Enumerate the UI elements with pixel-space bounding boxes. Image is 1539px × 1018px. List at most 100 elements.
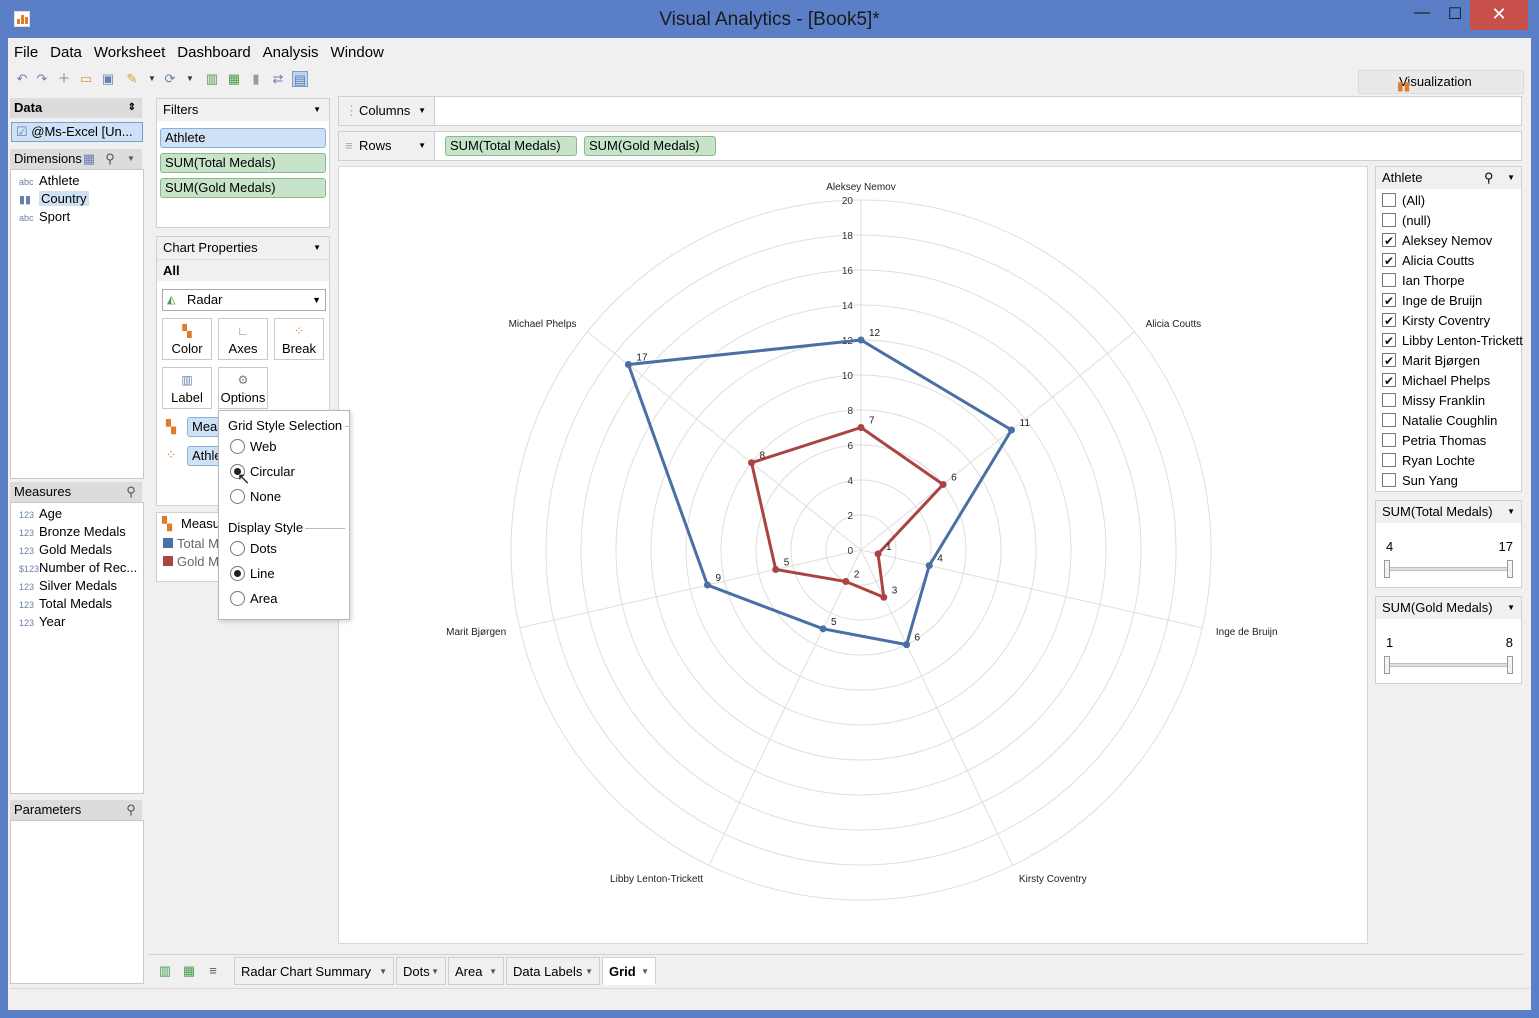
checkbox[interactable]	[1382, 453, 1396, 467]
break-encoding-pill[interactable]: Athle	[187, 446, 227, 466]
athlete-checkbox-item[interactable]: Marit Bjørgen	[1382, 351, 1532, 371]
tab-dropdown-icon[interactable]: ▼	[489, 967, 497, 976]
checkbox[interactable]	[1382, 393, 1396, 407]
total-medals-dropdown-icon[interactable]: ▼	[1507, 507, 1515, 516]
grid-circular-radio[interactable]: Circular	[230, 464, 295, 482]
checkbox[interactable]	[1382, 351, 1396, 371]
dimension-athlete[interactable]: abc Athlete	[19, 172, 79, 190]
checkbox[interactable]	[1382, 413, 1396, 427]
tab-radar-chart-summary[interactable]: Radar Chart Summary ▼	[234, 957, 394, 985]
rows-pill-gold-medals[interactable]: SUM(Gold Medals)	[584, 136, 716, 156]
menu-analysis[interactable]: Analysis	[262, 44, 319, 61]
axes-button[interactable]: ∟ Axes	[218, 318, 268, 360]
presentation-icon[interactable]: ▤	[292, 71, 308, 87]
filter-gold-medals[interactable]: SUM(Gold Medals)	[160, 178, 326, 198]
columns-shelf[interactable]: ⋮ Columns ▼	[338, 96, 1522, 126]
rows-pill-total-medals[interactable]: SUM(Total Medals)	[445, 136, 577, 156]
total-medals-max-handle[interactable]	[1507, 560, 1513, 578]
filter-total-medals[interactable]: SUM(Total Medals)	[160, 153, 326, 173]
tab-dropdown-icon[interactable]: ▼	[641, 967, 649, 976]
visualization-button[interactable]: ▮▮ Visualization	[1358, 70, 1524, 94]
total-medals-min-handle[interactable]	[1384, 560, 1390, 578]
redo-icon[interactable]: ↷	[36, 71, 48, 86]
athlete-checkbox-item[interactable]: Petria Thomas	[1382, 431, 1532, 451]
athlete-checkbox-item[interactable]: Ian Thorpe	[1382, 271, 1532, 291]
gold-medals-dropdown-icon[interactable]: ▼	[1507, 603, 1515, 612]
grid-web-radio[interactable]: Web	[230, 439, 277, 457]
table-icon[interactable]: ▦	[82, 151, 96, 166]
new-worksheet-tab-icon[interactable]: ▥	[158, 963, 172, 978]
rows-shelf[interactable]: ≡ Rows ▼ SUM(Total Medals) SUM(Gold Meda…	[338, 131, 1522, 161]
menu-window[interactable]: Window	[330, 44, 384, 61]
checkbox[interactable]	[1382, 331, 1396, 351]
measure-gold-medals[interactable]: 123 Gold Medals	[19, 541, 112, 559]
chart-properties-dropdown-icon[interactable]: ▼	[313, 243, 321, 252]
checkbox[interactable]	[1382, 193, 1396, 207]
break-button[interactable]: ⁘ Break	[274, 318, 324, 360]
columns-dropdown-icon[interactable]: ▼	[418, 106, 426, 115]
color-encoding-pill[interactable]: Meas	[187, 417, 227, 437]
dimension-sport[interactable]: abc Sport	[19, 208, 70, 226]
menu-dashboard[interactable]: Dashboard	[177, 44, 251, 61]
tab-dropdown-icon[interactable]: ▼	[431, 967, 439, 976]
display-area-radio[interactable]: Area	[230, 591, 277, 609]
undo-icon[interactable]: ↶	[16, 71, 28, 86]
athlete-checkbox-item[interactable]: (null)	[1382, 211, 1532, 231]
checkbox[interactable]	[1382, 311, 1396, 331]
dimension-country[interactable]: ▮▮ Country	[19, 190, 89, 208]
measure-number-of-records[interactable]: $123Number of Rec...	[19, 559, 137, 577]
athlete-checkbox-item[interactable]: Inge de Bruijn	[1382, 291, 1532, 311]
new-dashboard-icon[interactable]: ▦	[227, 71, 241, 86]
menu-worksheet[interactable]: Worksheet	[93, 44, 166, 61]
options-button[interactable]: ⚙ Options	[218, 367, 268, 409]
checkbox[interactable]	[1382, 213, 1396, 227]
filter-athlete[interactable]: Athlete	[160, 128, 326, 148]
measure-total-medals[interactable]: 123 Total Medals	[19, 595, 112, 613]
rows-dropdown-icon[interactable]: ▼	[418, 141, 426, 150]
checkbox[interactable]	[1382, 251, 1396, 271]
athlete-checkbox-item[interactable]: (All)	[1382, 191, 1532, 211]
athlete-checkbox-item[interactable]: Natalie Coughlin	[1382, 411, 1532, 431]
checkbox[interactable]	[1382, 273, 1396, 287]
new-dashboard-tab-icon[interactable]: ▦	[182, 963, 196, 978]
color-button[interactable]: ▚ Color	[162, 318, 212, 360]
athlete-checkbox-item[interactable]: Kirsty Coventry	[1382, 311, 1532, 331]
close-button[interactable]: ✕	[1470, 0, 1528, 30]
menu-file[interactable]: File	[14, 44, 39, 61]
open-icon[interactable]: ▭	[79, 71, 93, 86]
new-icon[interactable]: ＋	[57, 71, 71, 86]
athlete-checkbox-item[interactable]: Libby Lenton-Trickett	[1382, 331, 1532, 351]
clear-dropdown-icon[interactable]: ▼	[148, 74, 156, 83]
grid-none-radio[interactable]: None	[230, 489, 281, 507]
scope-all[interactable]: All	[157, 259, 329, 281]
checkbox[interactable]	[1382, 433, 1396, 447]
data-panel-sort-icon[interactable]: ⇕	[127, 102, 136, 113]
checkbox[interactable]	[1382, 473, 1396, 487]
checkbox[interactable]	[1382, 231, 1396, 251]
gold-medals-slider-track[interactable]	[1386, 663, 1512, 667]
measure-year[interactable]: 123 Year	[19, 613, 65, 631]
data-source[interactable]: ☑ @Ms-Excel [Un...	[11, 122, 143, 142]
chart-icon[interactable]: ▮	[252, 71, 260, 86]
checkbox[interactable]	[1382, 291, 1396, 311]
display-dots-radio[interactable]: Dots	[230, 541, 277, 559]
save-icon[interactable]: ▣	[101, 71, 115, 86]
tab-dropdown-icon[interactable]: ▼	[379, 967, 387, 976]
label-button[interactable]: ▥ Label	[162, 367, 212, 409]
new-worksheet-icon[interactable]: ▥	[205, 71, 219, 86]
tab-area[interactable]: Area ▼	[448, 957, 504, 985]
measure-silver-medals[interactable]: 123 Silver Medals	[19, 577, 117, 595]
filters-dropdown-icon[interactable]: ▼	[313, 105, 321, 114]
athlete-checkbox-item[interactable]: Missy Franklin	[1382, 391, 1532, 411]
minimize-button[interactable]: —	[1414, 4, 1430, 21]
gold-medals-max-handle[interactable]	[1507, 656, 1513, 674]
athlete-checkbox-item[interactable]: Michael Phelps	[1382, 371, 1532, 391]
athlete-checkbox-item[interactable]: Sun Yang	[1382, 471, 1532, 491]
athlete-checkbox-item[interactable]: Ryan Lochte	[1382, 451, 1532, 471]
display-line-radio[interactable]: Line	[230, 566, 275, 584]
checkbox[interactable]	[1382, 371, 1396, 391]
refresh-icon[interactable]: ⟳	[164, 71, 176, 86]
athlete-search-icon[interactable]: ⚲	[1484, 170, 1494, 185]
tab-dots[interactable]: Dots ▼	[396, 957, 446, 985]
measures-search-icon[interactable]: ⚲	[126, 484, 136, 499]
